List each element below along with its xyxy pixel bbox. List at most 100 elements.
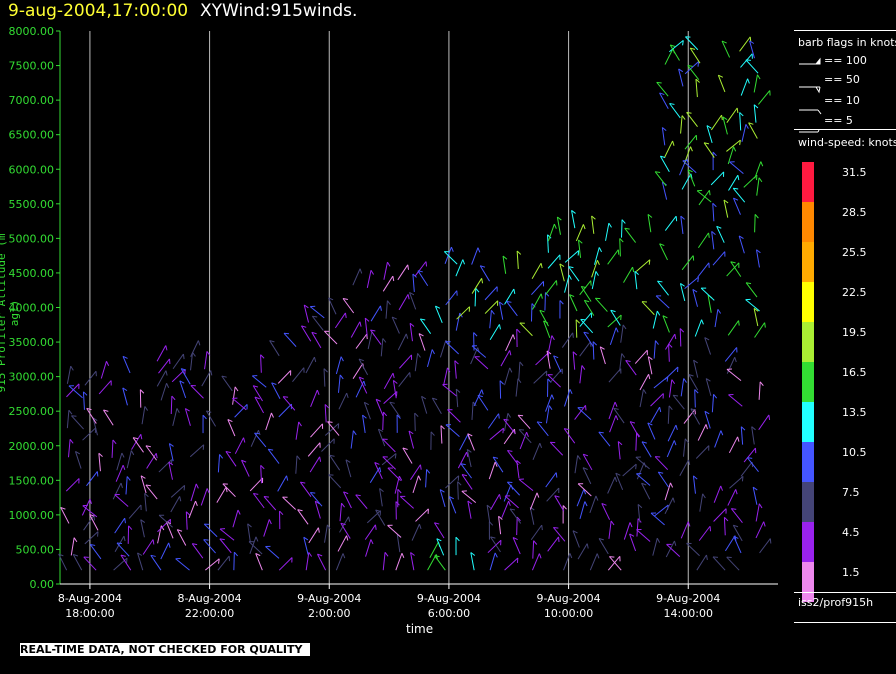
wind-barb	[409, 323, 413, 342]
wind-barb-flag	[559, 300, 564, 305]
wind-barb	[654, 171, 667, 187]
wind-barb-flag	[598, 247, 602, 253]
wind-barb	[503, 484, 512, 502]
wind-barb-flag	[98, 452, 103, 458]
speed-swatch-label: 10.5	[842, 446, 867, 459]
wind-barb	[516, 250, 519, 269]
wind-barb-flag	[234, 386, 239, 392]
wind-barb	[636, 462, 645, 480]
wind-barb	[460, 463, 472, 479]
wind-barb-flag	[516, 460, 521, 465]
speed-swatch-label: 13.5	[842, 406, 867, 419]
wind-barb-flag	[721, 115, 723, 121]
wind-barb-flag	[509, 508, 516, 511]
wind-barb	[375, 399, 384, 417]
wind-barb	[582, 453, 593, 471]
wind-barb	[339, 503, 343, 522]
wind-barb	[746, 457, 759, 472]
wind-barb	[490, 536, 501, 553]
x-tick-date: 9-Aug-2004	[297, 592, 361, 605]
wind-barb	[652, 538, 658, 556]
wind-barb	[459, 434, 469, 451]
chart-title: XYWind:915winds.	[200, 1, 358, 21]
wind-barb	[474, 288, 477, 307]
wind-barb-flag	[706, 125, 712, 129]
wind-barb	[282, 396, 296, 411]
wind-barb-flag	[498, 413, 500, 419]
wind-barb	[591, 260, 598, 278]
wind-barb-flag	[516, 516, 521, 522]
wind-barb	[431, 397, 442, 414]
wind-barb	[679, 328, 682, 347]
wind-barb	[654, 456, 669, 470]
wind-barb	[741, 124, 747, 142]
wind-barb	[727, 489, 737, 506]
barb-icons	[799, 57, 822, 133]
wind-barb	[477, 395, 489, 411]
wind-barb-flag	[130, 450, 135, 456]
wind-barb-flag	[672, 394, 679, 397]
wind-barb-flag	[329, 454, 335, 457]
wind-barb	[86, 408, 97, 424]
wind-barb-flag	[660, 155, 666, 159]
wind-barb	[629, 533, 637, 552]
wind-barb	[724, 347, 738, 362]
wind-barb	[712, 556, 726, 571]
wind-barb	[619, 353, 623, 372]
wind-barb-flag	[477, 247, 481, 253]
y-axis-label: 915 Profiler Altitude (m agl)	[0, 233, 21, 393]
wind-barb	[83, 556, 97, 571]
wind-barb	[473, 389, 483, 407]
wind-barb	[519, 322, 533, 337]
wind-barb-flag	[225, 450, 231, 454]
wind-barb-flag	[260, 464, 265, 470]
wind-barb-flag	[731, 508, 737, 510]
wind-barb	[680, 521, 689, 539]
wind-barb-flag	[674, 540, 677, 546]
speed-swatch	[802, 522, 814, 562]
wind-barb	[58, 553, 68, 571]
speed-legend-title: wind-speed: knots	[798, 136, 896, 149]
wind-barb	[732, 187, 746, 203]
wind-barb	[697, 424, 707, 441]
wind-barb-flag	[679, 328, 685, 333]
speed-swatch-label: 22.5	[842, 286, 867, 299]
wind-barb	[324, 524, 328, 543]
wind-barb-flag	[181, 368, 187, 371]
wind-barb	[683, 438, 686, 457]
wind-barb	[295, 455, 298, 474]
wind-barb	[489, 427, 504, 441]
wind-barb-flag	[763, 521, 766, 527]
wind-barb-flag	[206, 410, 212, 413]
wind-barb-flag	[362, 414, 367, 419]
wind-barb	[561, 332, 574, 348]
wind-barb	[111, 439, 114, 458]
wind-barb	[92, 417, 98, 436]
wind-barb-flag	[123, 536, 126, 542]
wind-barb-flag	[122, 355, 128, 359]
wind-barb-flag	[326, 524, 331, 530]
wind-barb	[387, 525, 402, 538]
wind-barb	[759, 538, 771, 554]
wind-barb	[680, 378, 685, 397]
wind-barb-flag	[486, 504, 492, 509]
wind-barb	[539, 310, 549, 327]
wind-barb	[158, 459, 173, 473]
wind-barb	[309, 456, 321, 473]
wind-barb	[305, 552, 310, 571]
wind-barb	[577, 407, 592, 421]
wind-barb	[385, 300, 388, 319]
wind-barb-flag	[343, 491, 349, 495]
wind-barb-flag	[674, 334, 677, 340]
wind-barb	[188, 500, 197, 519]
wind-barb	[418, 333, 426, 351]
wind-barb-flag	[467, 500, 473, 505]
wind-barb	[599, 346, 606, 365]
wind-barb	[165, 521, 174, 539]
wind-barb	[530, 524, 543, 541]
wind-barb-flag	[615, 472, 621, 476]
wind-barb-flag	[601, 503, 607, 506]
wind-barb	[158, 514, 173, 528]
wind-barb	[749, 40, 755, 59]
wind-barb	[81, 498, 91, 516]
